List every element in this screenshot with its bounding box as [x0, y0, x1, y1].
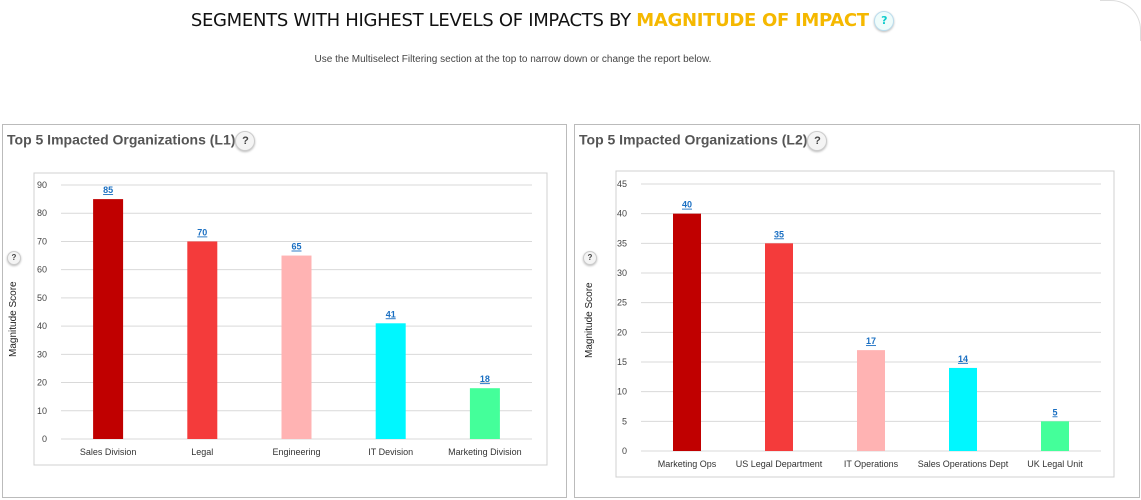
- x-tick-label: US Legal Department: [736, 459, 823, 469]
- data-label[interactable]: 40: [682, 200, 692, 210]
- y-tick-label: 60: [37, 265, 47, 275]
- help-icon[interactable]: ?: [583, 251, 597, 265]
- y-tick-label: 50: [37, 293, 47, 303]
- y-tick-label: 70: [37, 236, 47, 246]
- window-corner: [1100, 0, 1141, 41]
- data-label[interactable]: 17: [866, 336, 876, 346]
- chart-title-text: Top 5 Impacted Organizations (L2): [579, 131, 808, 148]
- data-label[interactable]: 41: [386, 309, 396, 319]
- bar: [949, 367, 977, 451]
- data-label[interactable]: 70: [197, 227, 207, 237]
- y-tick-label: 0: [622, 446, 627, 456]
- data-label[interactable]: 35: [774, 229, 784, 239]
- help-icon[interactable]: ?: [235, 131, 256, 151]
- x-tick-label: Marketing Ops: [658, 459, 717, 469]
- help-icon[interactable]: ?: [7, 251, 21, 265]
- y-tick-label: 30: [37, 349, 47, 359]
- page-subtitle: Use the Multiselect Filtering section at…: [314, 54, 712, 65]
- data-label[interactable]: 65: [291, 242, 301, 252]
- help-icon[interactable]: ?: [807, 131, 828, 151]
- y-tick-label: 10: [617, 387, 627, 397]
- bar: [469, 388, 500, 439]
- data-label[interactable]: 18: [480, 374, 490, 384]
- y-tick-label: 20: [617, 327, 627, 337]
- help-icon[interactable]: ?: [874, 11, 895, 31]
- bar: [187, 241, 218, 439]
- y-tick-label: 25: [617, 298, 627, 308]
- data-label[interactable]: 85: [103, 185, 113, 195]
- y-tick-label: 0: [42, 434, 47, 444]
- x-tick-label: Marketing Division: [448, 447, 522, 457]
- y-tick-label: 10: [37, 406, 47, 416]
- x-tick-label: UK Legal Unit: [1027, 459, 1083, 469]
- bar-chart: 0 10 20 30 40 50 60 70 80 90 85 Sales Division 70 Leg…: [33, 172, 548, 466]
- x-tick-label: Legal: [191, 447, 213, 457]
- y-tick-label: 45: [617, 179, 627, 189]
- page-title: SEGMENTS WITH HIGHEST LEVELS OF IMPACTS …: [0, 10, 1085, 31]
- y-tick-label: 40: [37, 321, 47, 331]
- y-tick-label: 5: [622, 416, 627, 426]
- bar: [765, 243, 793, 451]
- bar: [281, 255, 312, 439]
- chart-title: Top 5 Impacted Organizations (L2)?: [579, 131, 828, 151]
- y-tick-label: 90: [37, 180, 47, 190]
- y-axis-label: Magnitude Score: [584, 282, 595, 358]
- chart-title: Top 5 Impacted Organizations (L1)?: [7, 131, 256, 151]
- chart-panel-l2: Top 5 Impacted Organizations (L2)? 0 5 10 1…: [574, 124, 1140, 498]
- x-tick-label: IT Devision: [368, 447, 413, 457]
- bar: [673, 213, 701, 451]
- chart-title-text: Top 5 Impacted Organizations (L1): [7, 131, 236, 148]
- x-tick-label: Sales Division: [80, 447, 137, 457]
- bar: [93, 199, 124, 439]
- bar: [1041, 421, 1069, 451]
- y-tick-label: 30: [617, 268, 627, 278]
- data-label[interactable]: 5: [1052, 407, 1057, 417]
- bar: [857, 350, 885, 451]
- bar-chart: 0 5 10 15 20 25 30 35 40 45 40 Marketing Ops 35 US Le…: [615, 170, 1115, 478]
- y-tick-label: 40: [617, 209, 627, 219]
- title-text: SEGMENTS WITH HIGHEST LEVELS OF IMPACTS …: [190, 10, 637, 31]
- x-tick-label: IT Operations: [844, 459, 899, 469]
- data-label[interactable]: 14: [958, 354, 968, 364]
- chart-panel-l1: Top 5 Impacted Organizations (L1)? 0 10 20…: [2, 124, 567, 498]
- y-tick-label: 20: [37, 378, 47, 388]
- x-tick-label: Engineering: [272, 447, 320, 457]
- y-axis-label: Magnitude Score: [8, 281, 19, 357]
- x-tick-label: Sales Operations Dept: [918, 459, 1009, 469]
- y-tick-label: 15: [617, 357, 627, 367]
- bar: [375, 323, 406, 439]
- title-highlight: MAGNITUDE OF IMPACT: [636, 10, 869, 31]
- y-tick-label: 80: [37, 208, 47, 218]
- y-tick-label: 35: [617, 238, 627, 248]
